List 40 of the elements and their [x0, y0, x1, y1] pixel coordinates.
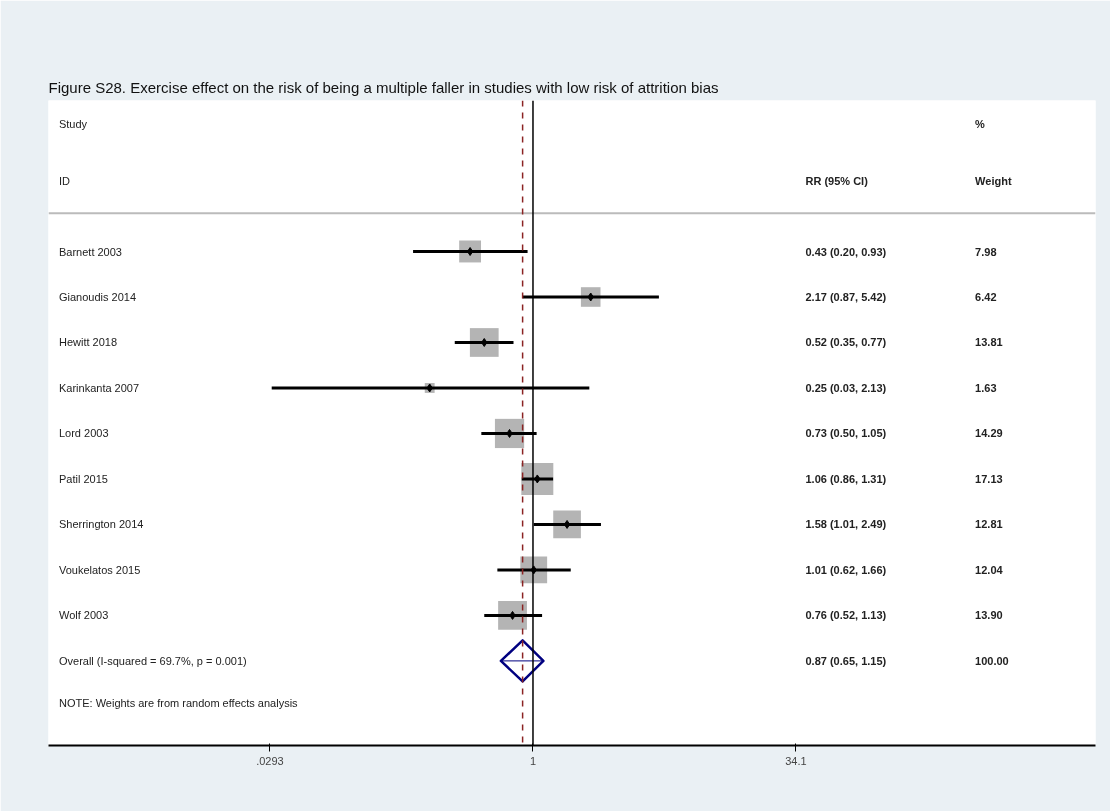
- text: Weight: [975, 175, 1012, 188]
- y-tick-label: Gianoudis 2014: [58, 291, 137, 303]
- annotation: 13.81: [975, 336, 1003, 349]
- text: %: [975, 118, 986, 131]
- chart-title: Figure S28. Exercise effect on the risk of being a multiple faller in studies with low risk of attrition bias: [48, 78, 719, 96]
- annotation: 0.52 (0.35, 0.77): [805, 336, 887, 349]
- annotation: 0.25 (0.03, 2.13): [805, 381, 887, 394]
- annotation: 7.98: [975, 245, 997, 258]
- y-tick-label: Lord 2003: [58, 427, 109, 440]
- y-tick-label: Karinkanta 2007: [58, 381, 140, 394]
- annotation: 0.76 (0.52, 1.13): [805, 609, 887, 622]
- x-tick-label: 1: [529, 754, 537, 767]
- annotation: 6.42: [975, 291, 997, 303]
- annotation: 0.73 (0.50, 1.05): [805, 427, 887, 440]
- annotation: 13.90: [975, 609, 1003, 622]
- annotation: 2.17 (0.87, 5.42): [805, 291, 887, 303]
- annotation: 0.43 (0.20, 0.93): [805, 245, 887, 258]
- text: ID: [58, 175, 71, 188]
- y-tick-label: Overall (I-squared = 69.7%, p = 0.001): [58, 654, 247, 667]
- y-tick-label: Hewitt 2018: [58, 336, 118, 349]
- annotation: 0.87 (0.65, 1.15): [805, 654, 887, 667]
- y-tick-label: Barnett 2003: [58, 245, 122, 258]
- y-tick-label: Patil 2015: [58, 472, 108, 485]
- y-tick-label: Voukelatos 2015: [58, 563, 141, 576]
- annotation: 17.13: [975, 472, 1003, 485]
- x-tick-label: .0293: [256, 754, 284, 767]
- annotation: 100.00: [975, 654, 1009, 667]
- text: Study: [58, 118, 88, 131]
- annotation: 1.06 (0.86, 1.31): [805, 472, 887, 485]
- y-tick-label: Sherrington 2014: [58, 518, 144, 531]
- annotation: 14.29: [975, 427, 1003, 440]
- annotation: 1.01 (0.62, 1.66): [805, 563, 887, 576]
- text: NOTE: Weights are from random effects analysis: [58, 697, 299, 710]
- annotation: 1.58 (1.01, 2.49): [805, 518, 887, 531]
- annotation: 12.81: [975, 518, 1003, 531]
- annotation: 1.63: [975, 381, 997, 394]
- annotation: 12.04: [975, 563, 1004, 576]
- text: RR (95% CI): [805, 175, 869, 188]
- x-tick-label: 34.1: [785, 754, 807, 767]
- y-tick-label: Wolf 2003: [58, 609, 109, 622]
